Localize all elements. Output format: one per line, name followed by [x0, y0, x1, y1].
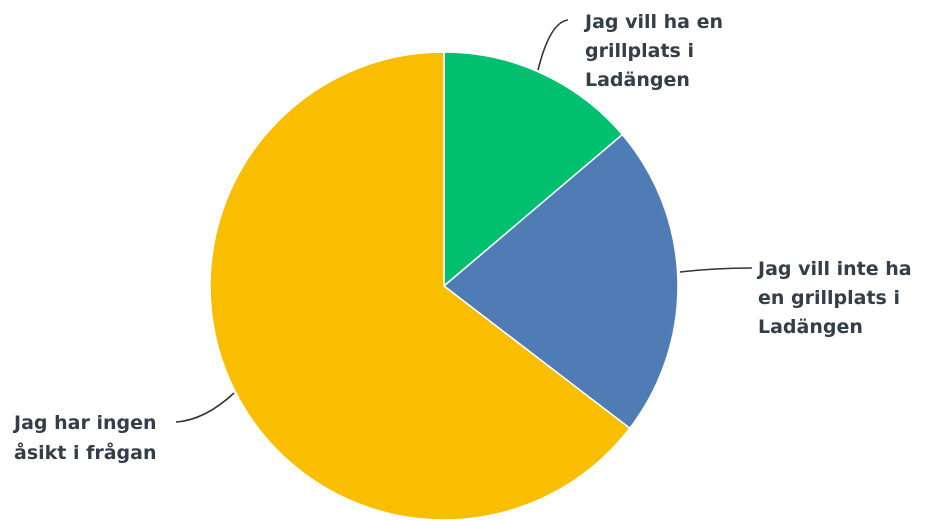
leader-line-1	[537, 19, 569, 71]
slice-label-2: Jag vill inte ha en grillplats i Ladängen	[756, 258, 912, 338]
slice-label-line: Jag har ingen	[12, 412, 157, 434]
pie-slice-1	[443, 51, 624, 288]
pie-slice-2	[442, 133, 679, 430]
slices-layer	[209, 51, 679, 521]
slice-label-line: Jag vill inte ha	[756, 258, 912, 280]
leader-line-2	[679, 267, 753, 273]
slice-label-3: Jag har ingen åsikt i frågan	[12, 412, 157, 464]
pie-slice-3	[209, 51, 631, 521]
leader-lines-layer	[175, 19, 753, 423]
leader-line-3	[175, 392, 235, 423]
slice-label-line: Jag vill ha en	[583, 11, 723, 33]
slice-label-line: grillplats i	[585, 40, 694, 62]
slice-label-line: åsikt i frågan	[14, 440, 157, 464]
slice-label-line: en grillplats i	[758, 287, 900, 309]
slice-label-1: Jag vill ha en grillplats i Ladängen	[583, 11, 723, 91]
slice-label-line: Ladängen	[758, 316, 863, 338]
slice-label-line: Ladängen	[585, 69, 690, 91]
